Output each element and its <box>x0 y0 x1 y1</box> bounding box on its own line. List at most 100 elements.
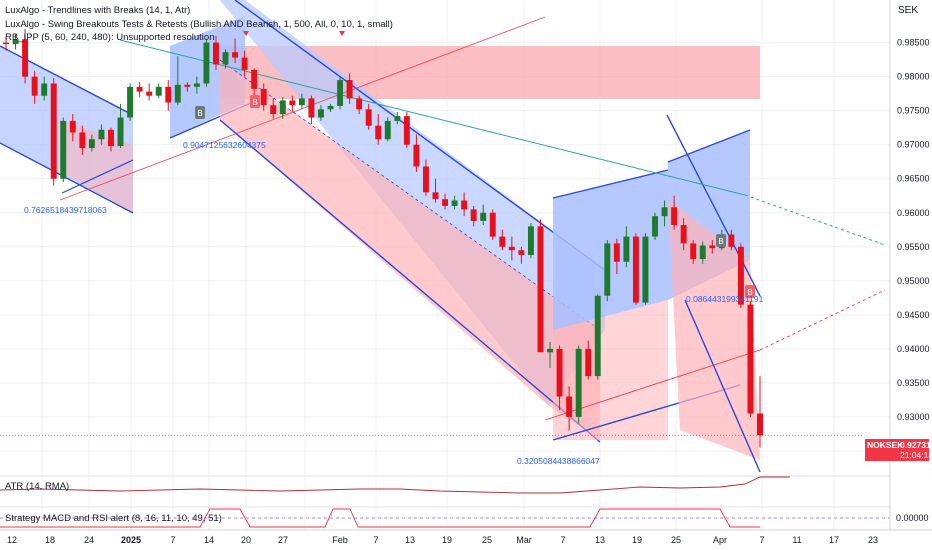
down-arrow-icon <box>243 31 249 36</box>
svg-text:B: B <box>197 109 202 118</box>
candle-up <box>174 84 181 103</box>
candle-up <box>594 295 601 377</box>
time-tick-label: 13 <box>595 535 605 545</box>
channel-line <box>684 299 761 473</box>
trendline-teal <box>119 39 746 196</box>
time-tick-label: 23 <box>868 535 878 545</box>
candle-down <box>260 88 267 106</box>
price-tick-label: 0.95000 <box>897 276 930 286</box>
candle-up <box>98 129 105 140</box>
strategy-signal-line <box>0 508 760 528</box>
candle-down <box>508 246 515 251</box>
time-tick-label: 11 <box>792 535 801 545</box>
svg-text:B: B <box>747 288 752 297</box>
annotation-level: 0.7626518439718063 <box>24 205 107 215</box>
price-tick-label: 0.93000 <box>897 412 930 422</box>
currency-label[interactable]: SEK <box>897 5 918 16</box>
candle-down <box>356 98 363 110</box>
candle-down <box>375 125 382 140</box>
time-tick-label: 2025 <box>121 535 141 545</box>
candle-down <box>22 39 29 77</box>
time-tick-label: 7 <box>560 535 565 545</box>
price-tick-label: 0.93500 <box>897 378 930 388</box>
candle-down <box>403 116 410 145</box>
trendline-teal-extension <box>744 194 886 246</box>
price-tick-label: 0.96000 <box>897 208 930 218</box>
candle-down <box>50 83 57 179</box>
time-axis[interactable]: 12 18 24 2025 7 14 20 27 Feb 7 13 19 25 Mar 7 13 19 25 Apr… <box>7 535 878 545</box>
candle-down <box>308 98 315 118</box>
price-tick-label: 0.97500 <box>897 106 930 116</box>
candle-down <box>613 243 620 262</box>
candle-down <box>709 245 716 249</box>
candle-up <box>547 348 553 353</box>
last-price-value: 0.92731 <box>900 440 931 450</box>
channel-fill-mar-blue <box>553 170 668 330</box>
candle-up <box>193 83 200 87</box>
svg-text:B: B <box>252 98 257 107</box>
candle-down <box>585 348 592 377</box>
strategy-pane-label[interactable]: Strategy MACD and RSI alert (8, 16, 11, … <box>5 513 222 524</box>
channel-line <box>0 142 134 214</box>
marker-b <box>195 106 205 119</box>
down-arrow-icon <box>339 31 345 36</box>
channel-fill-right-red <box>668 200 760 460</box>
time-tick-label: Feb <box>332 535 348 545</box>
price-tick-label: 0.97000 <box>897 140 930 150</box>
candle-up <box>642 236 649 303</box>
candle-down <box>537 226 544 353</box>
candle-down <box>728 234 735 247</box>
candle-up <box>527 226 534 255</box>
time-tick-label: 7 <box>170 535 175 545</box>
time-tick-label: Mar <box>516 535 532 545</box>
bar-countdown: 21:04:18 <box>900 450 932 460</box>
price-tick-label: 0.96500 <box>897 174 930 184</box>
candle-up <box>41 83 48 96</box>
annotation-level: 0.3205084438866047 <box>517 456 600 466</box>
price-axis[interactable]: 0.98500 0.98000 0.97500 0.97000 0.96500 0.960… <box>897 38 930 456</box>
candle-down <box>146 91 153 96</box>
candle-up <box>117 117 124 147</box>
candle-up <box>127 86 134 118</box>
time-tick-label: 12 <box>7 535 17 545</box>
candle-up <box>12 39 19 44</box>
candle-down <box>346 80 353 99</box>
breakout-markers: B B B B <box>195 31 755 298</box>
candle-up <box>661 207 668 217</box>
time-tick-label: 14 <box>204 535 214 545</box>
time-tick-label: 7 <box>759 535 764 545</box>
price-tick-label: 0.94000 <box>897 344 930 354</box>
candle-up <box>604 243 611 296</box>
candle-down <box>422 166 429 193</box>
time-tick-label: 7 <box>373 535 378 545</box>
indicator-legend-rbipp[interactable]: RB_IPP (5, 60, 240, 480): Unsupported re… <box>5 32 215 43</box>
candle-down <box>3 42 9 44</box>
trendline-red <box>59 16 546 201</box>
time-tick-label: 19 <box>632 535 642 545</box>
marker-b <box>716 234 726 247</box>
candle-up <box>203 42 210 84</box>
candle-down <box>757 413 763 436</box>
channel-line <box>667 129 751 163</box>
symbol-label: NOKSEK <box>867 440 904 450</box>
candle-up <box>155 86 162 96</box>
candle-up <box>298 98 305 106</box>
trendline-red-extension <box>759 289 886 351</box>
indicator-legend-swing[interactable]: LuxAlgo - Swing Breakouts Tests & Retest… <box>5 19 393 30</box>
candle-up <box>623 236 630 262</box>
indicator-legend-trendlines[interactable]: LuxAlgo - Trendlines with Breaks (14, 1,… <box>5 5 191 16</box>
candle-down <box>470 209 477 221</box>
candle-down <box>270 105 277 115</box>
time-tick-label: 13 <box>405 535 415 545</box>
candle-up <box>480 212 487 221</box>
candle-up <box>318 109 324 118</box>
atr-line <box>0 476 790 494</box>
candle-down <box>184 84 191 87</box>
channel-fill-left-red <box>60 120 133 213</box>
atr-pane-label[interactable]: ATR (14, RMA) <box>5 481 70 492</box>
marker-b <box>250 95 260 108</box>
channel-line <box>219 119 601 443</box>
price-tick-label: 0.98500 <box>897 38 930 48</box>
